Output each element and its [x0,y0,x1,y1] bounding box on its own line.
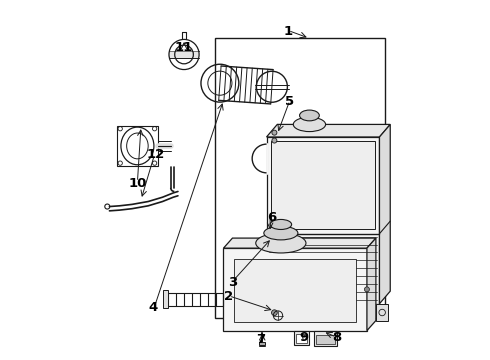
Circle shape [271,310,277,316]
Text: 6: 6 [267,211,276,224]
Polygon shape [267,137,379,304]
Text: 4: 4 [149,301,158,314]
Polygon shape [294,331,309,345]
Ellipse shape [299,110,319,121]
Text: 8: 8 [332,331,341,344]
Polygon shape [314,331,337,346]
Bar [271,141,375,229]
Ellipse shape [264,226,298,240]
Polygon shape [267,125,390,137]
Text: 1: 1 [284,25,293,38]
Polygon shape [223,248,367,330]
Text: 7: 7 [257,333,266,346]
Polygon shape [163,290,168,308]
Circle shape [365,287,369,292]
Polygon shape [367,238,376,330]
Text: 12: 12 [146,148,165,161]
Ellipse shape [294,117,325,132]
Text: 9: 9 [299,331,309,344]
Polygon shape [316,335,335,343]
Text: 10: 10 [128,177,147,190]
Polygon shape [296,334,307,343]
Bar [259,342,266,345]
Bar [234,259,356,321]
Circle shape [272,130,277,135]
Text: 11: 11 [175,41,193,54]
Polygon shape [379,125,390,304]
Polygon shape [223,238,376,248]
Text: 5: 5 [285,95,294,108]
Ellipse shape [270,220,292,229]
Text: 2: 2 [224,290,233,303]
Text: 3: 3 [228,276,237,289]
Bar [215,39,385,318]
Circle shape [272,138,277,143]
Polygon shape [117,126,158,166]
Polygon shape [169,51,199,58]
Ellipse shape [256,233,306,253]
Polygon shape [376,305,389,320]
